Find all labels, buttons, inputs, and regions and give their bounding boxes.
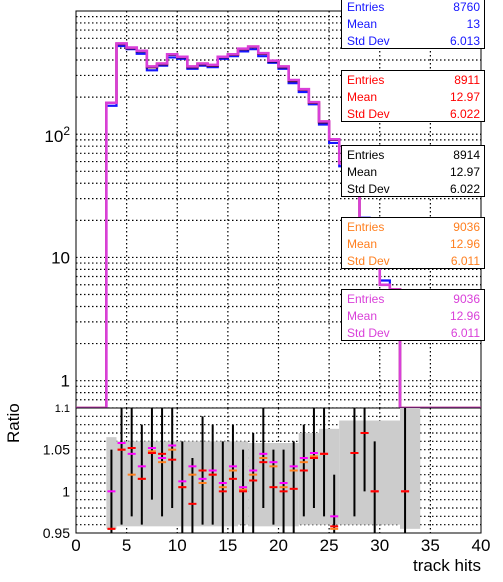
y-tick-label: 1.1 (55, 403, 70, 415)
stat-entries-label: Entries (347, 0, 384, 15)
uncertainty-band (339, 421, 400, 525)
stat-mean-label: Mean (347, 164, 377, 180)
stat-entries-value: 8914 (453, 147, 480, 163)
stat-entries-label: Entries (347, 72, 384, 88)
stat-box-2: Entries 8914 Mean 12.97 Std Dev 6.022 (341, 145, 485, 197)
stat-box-4: Entries 9036 Mean 12.96 Std Dev 6.011 (341, 289, 485, 341)
stat-std-label: Std Dev (347, 106, 390, 122)
y-tick-label: 0.95 (43, 525, 70, 541)
x-axis-label: track hits (413, 556, 481, 576)
y-tick-label: 10 (51, 248, 70, 267)
stat-mean-label: Mean (347, 89, 377, 105)
stat-std-label: Std Dev (347, 33, 390, 49)
x-tick-label: 30 (370, 536, 389, 555)
stat-mean-value: 12.97 (450, 89, 480, 105)
stat-entries-value: 8760 (453, 0, 480, 15)
x-tick-label: 35 (421, 536, 440, 555)
uncertainty-band (299, 433, 319, 525)
stat-mean-label: Mean (347, 308, 377, 324)
x-tick-label: 10 (168, 536, 187, 555)
uncertainty-band (400, 408, 420, 529)
stat-mean-value: 12.97 (450, 164, 480, 180)
stat-mean-value: 12.96 (450, 308, 480, 324)
stat-box-1: Entries 8911 Mean 12.97 Std Dev 6.022 (341, 70, 485, 122)
stat-entries-label: Entries (347, 147, 384, 163)
stat-std-label: Std Dev (347, 325, 390, 341)
uncertainty-band (319, 429, 339, 525)
x-tick-label: 0 (71, 536, 80, 555)
stat-mean-label: Mean (347, 16, 377, 32)
stat-std-label: Std Dev (347, 181, 390, 197)
x-tick-label: 20 (269, 536, 288, 555)
stat-std-value: 6.013 (450, 33, 480, 49)
stat-std-label: Std Dev (347, 253, 390, 269)
x-tick-label: 25 (320, 536, 339, 555)
stat-entries-value: 9036 (453, 291, 480, 307)
stat-std-value: 6.022 (450, 106, 480, 122)
stat-mean-label: Mean (347, 236, 377, 252)
stat-std-value: 6.022 (450, 181, 480, 197)
lower-ratio-panel: 0.95 1 1.05 1.1 0 5 10 15 20 25 30 35 40 (43, 403, 491, 555)
stat-std-value: 6.011 (451, 325, 480, 341)
y-tick-label: 1 (62, 483, 70, 499)
y-tick-label: 1 (61, 372, 70, 391)
stat-mean-value: 13 (467, 16, 480, 32)
stat-std-value: 6.011 (451, 253, 480, 269)
x-tick-label: 5 (122, 536, 131, 555)
stat-box-3: Entries 9036 Mean 12.96 Std Dev 6.011 (341, 217, 485, 269)
y-axis-label: Ratio (4, 403, 24, 443)
x-tick-label: 40 (472, 536, 491, 555)
x-tick-label: 15 (218, 536, 237, 555)
stat-entries-value: 9036 (453, 219, 480, 235)
y-tick-label: 1.05 (43, 442, 70, 458)
stat-entries-label: Entries (347, 219, 384, 235)
stat-box-0: Entries 8760 Mean 13 Std Dev 6.013 (341, 0, 485, 49)
stat-mean-value: 12.96 (450, 236, 480, 252)
y-tick-label: 102 (44, 124, 70, 146)
stat-entries-label: Entries (347, 291, 384, 307)
stat-entries-value: 8911 (454, 72, 480, 88)
